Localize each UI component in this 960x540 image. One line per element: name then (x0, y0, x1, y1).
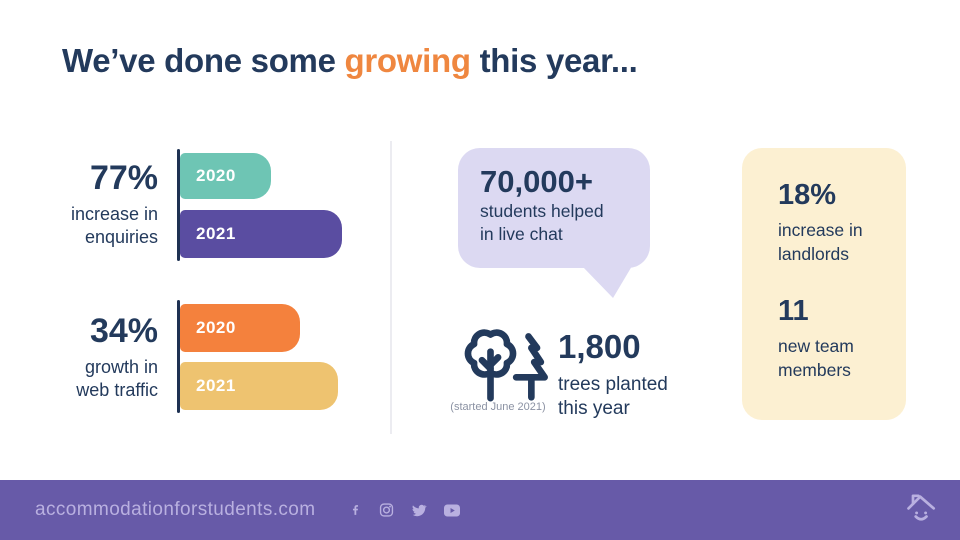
stat-web-traffic: 34% growth in web traffic (40, 314, 158, 403)
chart-web-traffic-bars: 2020 2021 (180, 304, 338, 410)
stat-web-traffic-label-line2: web traffic (76, 380, 158, 401)
stat-landlords-line2: landlords (778, 243, 850, 264)
trees-icon (462, 325, 557, 408)
trees-line1: trees planted (558, 374, 668, 395)
stat-landlords-value: 18% (778, 179, 837, 211)
stat-team-members-label: new team members (778, 335, 890, 382)
title-highlight: growing (344, 42, 472, 79)
live-chat-bubble: 70,000+ students helped in live chat (458, 148, 650, 268)
stat-web-traffic-label: growth in web traffic (40, 356, 158, 403)
facebook-icon[interactable] (349, 504, 362, 517)
stat-team-members-line2: members (778, 359, 851, 380)
bar-web-traffic-2020: 2020 (180, 304, 300, 352)
instagram-icon[interactable] (379, 503, 394, 518)
social-icons (349, 503, 460, 518)
bar-enquiries-2021: 2021 (180, 210, 342, 258)
speech-bubble-tail (582, 266, 632, 298)
trees-caption: (started June 2021) (450, 401, 546, 413)
stat-web-traffic-value: 34% (89, 312, 158, 350)
bar-enquiries-2020: 2020 (180, 153, 271, 199)
stat-enquiries-label-line2: enquiries (84, 227, 158, 248)
stat-landlords-line1: increase in (778, 220, 863, 240)
title-post: this year... (470, 42, 638, 79)
trees-stat-block: 1,800 trees planted this year (558, 330, 668, 421)
chart-web-traffic-axis (177, 300, 180, 413)
youtube-icon[interactable] (444, 504, 460, 516)
stat-team-members: 11 new team members (778, 297, 890, 382)
stat-enquiries: 77% increase in enquiries (40, 161, 158, 250)
bar-label-2021: 2021 (196, 376, 236, 395)
stat-landlords-label: increase in landlords (778, 219, 890, 266)
live-chat-line2: in live chat (480, 223, 563, 244)
stat-web-traffic-label-line1: growth in (84, 357, 158, 377)
section-divider (390, 141, 392, 434)
live-chat-line1: students helped (480, 200, 604, 221)
stat-team-members-value: 11 (778, 295, 809, 328)
website-link[interactable]: accommodationforstudents.com (35, 499, 316, 520)
bar-label-2021: 2021 (196, 224, 236, 243)
afs-house-logo (904, 490, 940, 531)
stat-team-members-line1: new team (778, 336, 854, 357)
footer-bar: accommodationforstudents.com (0, 480, 960, 540)
chart-enquiries-axis (177, 149, 180, 261)
stat-enquiries-label: increase in enquiries (40, 203, 158, 250)
live-chat-stat: 70,000+ (480, 164, 593, 199)
stat-enquiries-label-line1: increase in (70, 204, 158, 224)
bar-web-traffic-2021: 2021 (180, 362, 338, 410)
stat-enquiries-value: 77% (89, 159, 158, 197)
twitter-icon[interactable] (411, 503, 427, 517)
side-stats-card: 18% increase in landlords 11 new team memb… (742, 148, 906, 420)
trees-line2: this year (558, 397, 630, 419)
stat-landlords: 18% increase in landlords (778, 181, 890, 266)
bar-label-2020: 2020 (196, 318, 236, 337)
title-pre: We’ve done some (62, 42, 345, 79)
page-title: We’ve done some growing this year... (62, 42, 638, 80)
bar-label-2020: 2020 (196, 166, 236, 185)
chart-enquiries-bars: 2020 2021 (180, 153, 342, 258)
trees-stat-value: 1,800 (558, 328, 641, 365)
